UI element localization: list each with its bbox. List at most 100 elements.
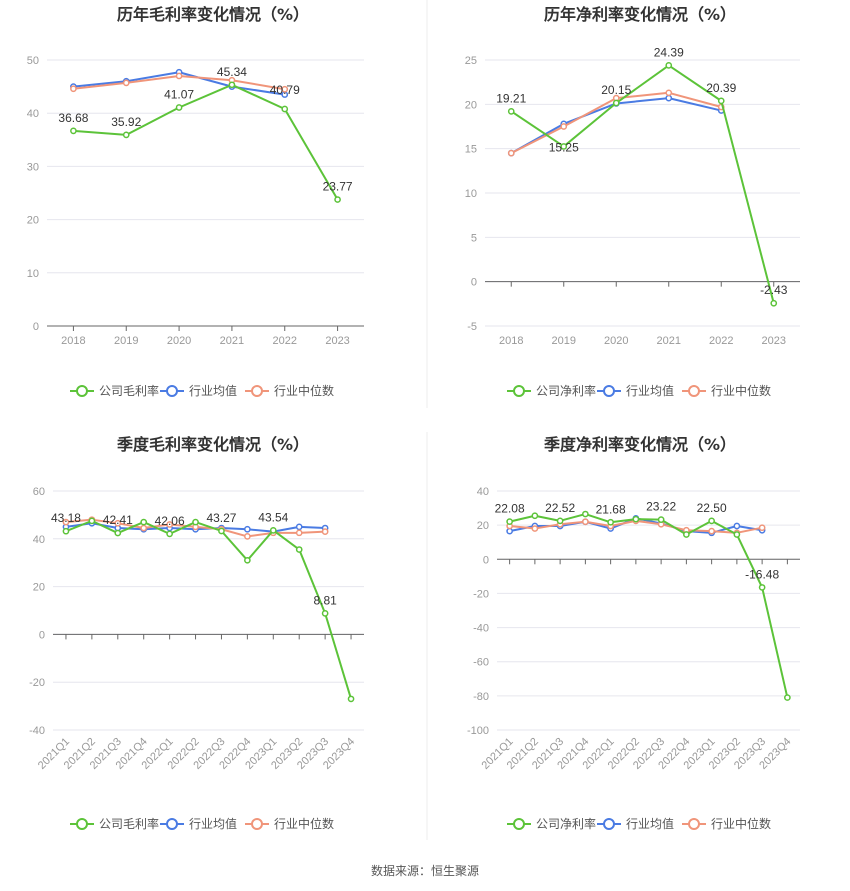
data-point-company[interactable] — [560, 143, 568, 150]
data-point-company[interactable] — [218, 527, 225, 535]
data-point-company[interactable] — [770, 299, 778, 307]
data-point-industry_median[interactable] — [166, 521, 173, 528]
legend-item-industry_avg[interactable]: 行业均值 — [160, 816, 237, 831]
data-point-industry_avg[interactable] — [244, 525, 251, 533]
data-point-industry_median[interactable] — [758, 524, 766, 532]
data-point-company[interactable] — [192, 518, 199, 526]
data-point-industry_median[interactable] — [70, 85, 77, 93]
data-point-company[interactable] — [612, 99, 620, 107]
data-point-company[interactable] — [733, 531, 741, 538]
y-tick-label: 5 — [471, 232, 477, 244]
y-tick-label: -20 — [473, 588, 489, 600]
legend-swatch-marker — [166, 385, 178, 397]
y-tick-label: -80 — [473, 691, 489, 703]
legend-swatch-marker — [513, 818, 525, 830]
legend-item-company[interactable]: 公司毛利率 — [70, 816, 159, 831]
chart-title: 季度净利率变化情况（%） — [543, 435, 736, 454]
data-point-company[interactable] — [683, 531, 690, 538]
data-point-company[interactable] — [657, 516, 665, 523]
y-tick-label: 20 — [33, 582, 45, 594]
data-point-company[interactable] — [62, 527, 70, 535]
data-point-company[interactable] — [88, 517, 96, 525]
data-point-company[interactable] — [556, 517, 564, 525]
data-label: 19.21 — [496, 91, 526, 105]
data-point-industry_avg[interactable] — [733, 522, 741, 530]
data-point-company[interactable] — [140, 518, 148, 526]
data-label: 22.08 — [495, 502, 525, 516]
legend-swatch-marker — [76, 385, 88, 397]
data-point-company[interactable] — [632, 515, 640, 523]
legend-swatch-marker — [513, 385, 525, 397]
legend-item-company[interactable]: 公司净利率 — [507, 383, 596, 398]
data-point-company[interactable] — [166, 530, 173, 538]
data-point-industry_median[interactable] — [507, 149, 515, 157]
data-point-industry_median[interactable] — [122, 79, 130, 87]
data-point-industry_median[interactable] — [175, 72, 183, 80]
data-point-industry_median[interactable] — [295, 529, 303, 537]
data-point-industry_median[interactable] — [665, 89, 673, 97]
legend-label: 行业均值 — [626, 816, 674, 831]
data-point-company[interactable] — [607, 518, 614, 526]
data-point-industry_median[interactable] — [281, 85, 289, 93]
y-tick-label: 20 — [27, 215, 39, 227]
y-tick-label: 15 — [465, 144, 477, 156]
data-point-industry_median[interactable] — [531, 525, 539, 532]
legend-item-industry_median[interactable]: 行业中位数 — [245, 816, 334, 831]
data-label: 43.18 — [51, 511, 81, 525]
data-label: 43.27 — [206, 511, 236, 525]
data-point-company[interactable] — [784, 694, 791, 701]
y-tick-label: 30 — [27, 161, 39, 173]
legend-item-industry_avg[interactable]: 行业均值 — [597, 383, 674, 398]
data-point-company[interactable] — [244, 556, 251, 564]
legend-item-company[interactable]: 公司毛利率 — [70, 383, 159, 398]
legend-item-company[interactable]: 公司净利率 — [507, 816, 596, 831]
data-point-industry_median[interactable] — [708, 527, 715, 535]
y-tick-label: -5 — [467, 321, 477, 333]
data-point-industry_avg[interactable] — [295, 523, 303, 531]
x-tick-label: 2021 — [657, 335, 681, 347]
legend-item-industry_avg[interactable]: 行业均值 — [597, 816, 674, 831]
data-point-company[interactable] — [228, 81, 236, 89]
data-point-company[interactable] — [531, 512, 539, 520]
data-point-industry_median[interactable] — [560, 123, 568, 130]
data-point-industry_median[interactable] — [114, 519, 122, 527]
data-point-company[interactable] — [506, 518, 513, 525]
series-line-company — [65, 519, 352, 700]
data-point-company[interactable] — [507, 107, 515, 115]
data-point-company[interactable] — [717, 97, 725, 105]
data-point-company[interactable] — [281, 105, 289, 113]
data-point-company[interactable] — [122, 131, 130, 139]
data-point-industry_avg[interactable] — [665, 94, 673, 102]
data-point-company[interactable] — [295, 546, 303, 553]
legend-item-industry_median[interactable]: 行业中位数 — [245, 383, 334, 398]
data-point-company[interactable] — [114, 529, 122, 537]
data-point-company[interactable] — [70, 127, 77, 135]
legend: 公司毛利率 行业均值 行业中位数 — [70, 816, 334, 831]
data-point-industry_median[interactable] — [244, 533, 251, 540]
data-point-company[interactable] — [334, 196, 341, 203]
data-point-company[interactable] — [321, 609, 329, 617]
data-point-company[interactable] — [269, 526, 277, 534]
data-point-company[interactable] — [708, 517, 715, 525]
x-tick-label: 2019 — [114, 335, 138, 347]
data-point-company[interactable] — [758, 584, 766, 591]
data-point-company[interactable] — [347, 695, 355, 703]
x-tick-label: 2023 — [325, 335, 349, 347]
data-point-company[interactable] — [175, 104, 183, 111]
y-tick-label: -40 — [473, 623, 489, 635]
data-point-company[interactable] — [582, 510, 589, 518]
data-point-industry_median[interactable] — [62, 518, 70, 526]
data-point-industry_median[interactable] — [582, 518, 589, 526]
y-tick-label: 20 — [465, 99, 477, 111]
legend-item-industry_median[interactable]: 行业中位数 — [682, 816, 771, 831]
legend-label: 行业均值 — [189, 816, 237, 831]
x-tick-label: 2018 — [499, 335, 523, 347]
legend-item-industry_median[interactable]: 行业中位数 — [682, 383, 771, 398]
data-label: 43.54 — [258, 510, 288, 524]
data-point-industry_median[interactable] — [140, 524, 148, 532]
data-point-company[interactable] — [665, 62, 673, 69]
legend-swatch-marker — [251, 385, 263, 397]
legend-item-industry_avg[interactable]: 行业均值 — [160, 383, 237, 398]
data-point-industry_median[interactable] — [321, 528, 329, 535]
